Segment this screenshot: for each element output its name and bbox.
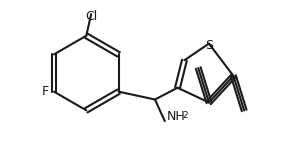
Text: 2: 2: [182, 111, 188, 120]
Text: Cl: Cl: [85, 10, 97, 23]
Text: F: F: [42, 85, 49, 98]
Text: NH: NH: [167, 110, 185, 123]
Text: S: S: [205, 39, 213, 52]
